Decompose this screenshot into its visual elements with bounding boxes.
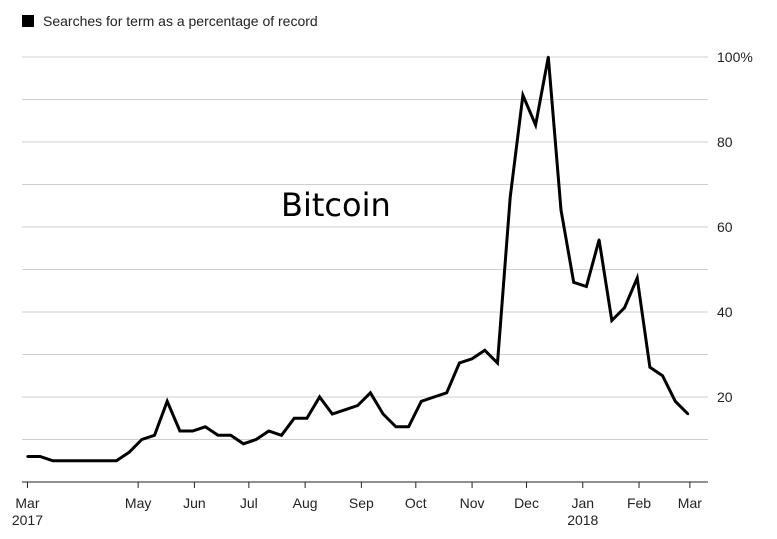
x-tick-label: May (125, 495, 151, 511)
data-point (229, 434, 232, 437)
y-axis: 20 40 60 80 100% (717, 49, 753, 405)
x-tick-label: Jul (240, 495, 258, 511)
x-tick-label: Jan (571, 495, 594, 511)
data-point (369, 391, 372, 394)
x-tick-label: Oct (405, 495, 427, 511)
data-point (420, 400, 423, 403)
y-tick-label: 40 (717, 304, 733, 320)
data-point (597, 238, 601, 241)
data-point (153, 434, 156, 437)
x-tick-label: Feb (627, 495, 651, 511)
data-point (356, 404, 359, 407)
data-point (254, 438, 258, 441)
data-point (534, 123, 537, 127)
data-point (267, 429, 271, 433)
data-point (331, 412, 334, 416)
y-tick-label: 60 (717, 219, 733, 235)
data-point (508, 196, 512, 199)
chart-legend: Searches for term as a percentage of rec… (22, 13, 318, 29)
data-point (165, 400, 169, 403)
data-point (64, 459, 67, 462)
data-point (445, 391, 448, 394)
x-tick-label: Sep (349, 495, 374, 511)
x-tick-label: Jun (183, 495, 206, 511)
data-point (38, 455, 42, 458)
legend-swatch (22, 15, 34, 27)
data-point (343, 408, 347, 411)
x-tick-label: Mar (15, 495, 39, 511)
data-point (216, 434, 220, 437)
x-tick-label: Dec (514, 495, 539, 511)
data-point (572, 281, 575, 284)
data-point (585, 285, 588, 288)
data-point (140, 438, 143, 441)
data-point (432, 395, 436, 399)
data-point (305, 417, 309, 420)
data-point (648, 366, 652, 369)
data-point (381, 412, 385, 416)
y-tick-label: 80 (717, 134, 733, 150)
data-point (623, 306, 626, 309)
y-tick-label: 20 (717, 389, 733, 405)
x-tick-label: Nov (460, 495, 485, 511)
data-point (547, 55, 550, 59)
data-point (26, 455, 29, 458)
data-point (483, 349, 486, 352)
data-point (636, 276, 639, 280)
data-point (178, 429, 182, 433)
series-group (26, 55, 690, 463)
data-point (470, 357, 474, 360)
data-point (77, 459, 80, 462)
data-point (496, 361, 499, 365)
x-tick-year-label: 2018 (567, 512, 598, 528)
data-point (127, 451, 131, 454)
data-point (115, 459, 118, 462)
data-point (89, 459, 93, 462)
series-line (27, 56, 690, 463)
data-point (407, 425, 410, 428)
data-point (559, 208, 563, 212)
data-point (661, 374, 664, 377)
data-point (686, 412, 690, 416)
chart-annotation: Bitcoin (281, 186, 391, 224)
data-point (318, 395, 321, 399)
data-point (191, 429, 194, 433)
data-point (242, 442, 245, 445)
gridlines (22, 56, 708, 440)
legend-label: Searches for term as a percentage of rec… (43, 13, 318, 29)
data-point (102, 459, 105, 462)
x-tick-label: Aug (293, 495, 318, 511)
data-point (458, 361, 461, 365)
data-point (521, 94, 525, 97)
x-tick-year-label: 2017 (12, 512, 43, 528)
data-point (51, 459, 55, 462)
data-point (610, 319, 614, 322)
data-point (674, 400, 677, 403)
data-point (204, 425, 207, 428)
data-point (394, 425, 398, 428)
data-point (280, 434, 283, 437)
y-tick-label: 100% (717, 49, 753, 65)
data-point (293, 417, 296, 420)
x-tick-label: Mar (678, 495, 702, 511)
